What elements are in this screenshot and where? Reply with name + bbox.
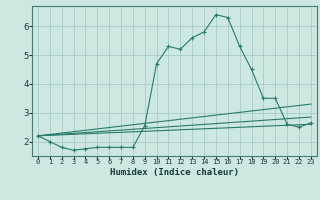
X-axis label: Humidex (Indice chaleur): Humidex (Indice chaleur) [110,168,239,177]
